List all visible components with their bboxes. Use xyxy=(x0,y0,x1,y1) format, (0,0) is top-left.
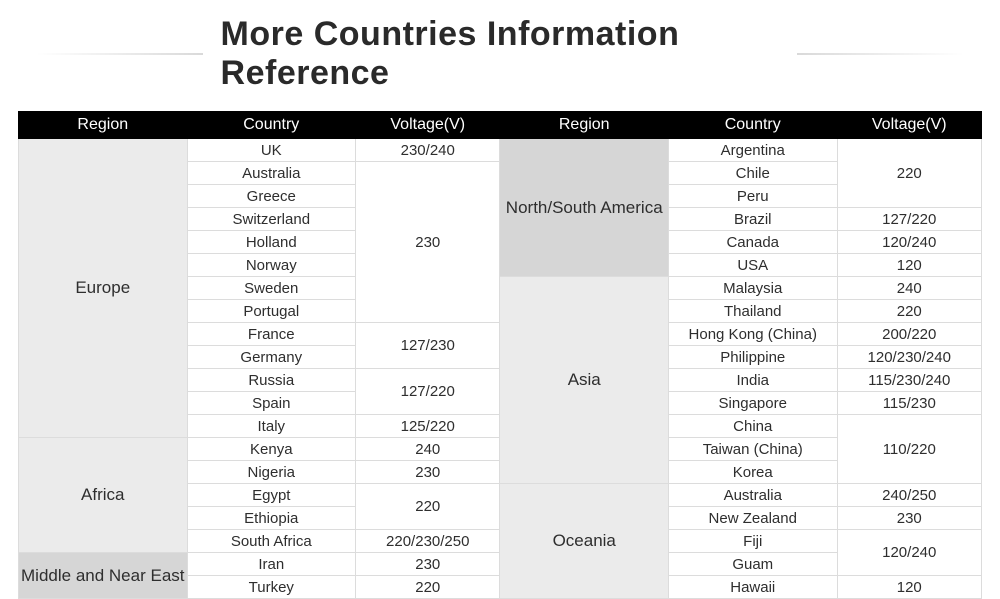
table-cell: Chile xyxy=(668,162,837,185)
table-cell: Germany xyxy=(187,346,356,369)
table-cell: 127/230 xyxy=(356,323,500,369)
table-cell: Oceania xyxy=(500,484,669,599)
table-cell: North/South America xyxy=(500,139,669,277)
table-cell: China xyxy=(668,415,837,438)
table-cell: Switzerland xyxy=(187,208,356,231)
th-voltage-1: Voltage(V) xyxy=(356,112,500,139)
table-cell: Brazil xyxy=(668,208,837,231)
table-cell: New Zealand xyxy=(668,507,837,530)
table-cell: 230/240 xyxy=(356,139,500,162)
th-region-1: Region xyxy=(19,112,188,139)
table-cell: Australia xyxy=(187,162,356,185)
table-cell: Middle and Near East xyxy=(19,553,188,599)
table-cell: 120 xyxy=(837,254,982,277)
table-cell: Greece xyxy=(187,185,356,208)
page-title: More Countries Information Reference xyxy=(221,15,780,93)
table-cell: Portugal xyxy=(187,300,356,323)
table-cell: Fiji xyxy=(668,530,837,553)
table-cell: Nigeria xyxy=(187,461,356,484)
table-cell: 240/250 xyxy=(837,484,982,507)
table-cell: 120 xyxy=(837,576,982,599)
divider-left xyxy=(36,53,203,55)
table-cell: Asia xyxy=(500,277,669,484)
table-cell: Europe xyxy=(19,139,188,438)
table-cell: France xyxy=(187,323,356,346)
table-cell: 240 xyxy=(356,438,500,461)
table-cell: 115/230 xyxy=(837,392,982,415)
table-cell: 120/240 xyxy=(837,231,982,254)
table-body: EuropeUK230/240North/South AmericaArgent… xyxy=(19,139,982,599)
table-cell: 115/230/240 xyxy=(837,369,982,392)
table-cell: Iran xyxy=(187,553,356,576)
title-wrap: More Countries Information Reference xyxy=(18,15,982,93)
table-cell: Hong Kong (China) xyxy=(668,323,837,346)
table-cell: Italy xyxy=(187,415,356,438)
table-cell: Philippine xyxy=(668,346,837,369)
table-cell: Holland xyxy=(187,231,356,254)
th-voltage-2: Voltage(V) xyxy=(837,112,982,139)
table-cell: 120/230/240 xyxy=(837,346,982,369)
table-cell: 200/220 xyxy=(837,323,982,346)
table-cell: Taiwan (China) xyxy=(668,438,837,461)
th-region-2: Region xyxy=(500,112,669,139)
table-cell: Norway xyxy=(187,254,356,277)
table-cell: Korea xyxy=(668,461,837,484)
table-cell: 220 xyxy=(837,300,982,323)
table-cell: India xyxy=(668,369,837,392)
table-cell: USA xyxy=(668,254,837,277)
table-cell: 220 xyxy=(837,139,982,208)
table-cell: Guam xyxy=(668,553,837,576)
table-row: EuropeUK230/240North/South AmericaArgent… xyxy=(19,139,982,162)
table-cell: 230 xyxy=(837,507,982,530)
divider-right xyxy=(797,53,964,55)
table-cell: 120/240 xyxy=(837,530,982,576)
table-cell: 125/220 xyxy=(356,415,500,438)
table-header-row: Region Country Voltage(V) Region Country… xyxy=(19,112,982,139)
table-cell: South Africa xyxy=(187,530,356,553)
table-cell: Singapore xyxy=(668,392,837,415)
table-cell: 230 xyxy=(356,553,500,576)
table-cell: Spain xyxy=(187,392,356,415)
table-cell: Peru xyxy=(668,185,837,208)
table-cell: Kenya xyxy=(187,438,356,461)
table-cell: 240 xyxy=(837,277,982,300)
table-cell: Argentina xyxy=(668,139,837,162)
table-cell: Thailand xyxy=(668,300,837,323)
table-cell: 127/220 xyxy=(837,208,982,231)
table-cell: Sweden xyxy=(187,277,356,300)
table-cell: 127/220 xyxy=(356,369,500,415)
table-cell: Russia xyxy=(187,369,356,392)
table-cell: Africa xyxy=(19,438,188,553)
table-cell: Canada xyxy=(668,231,837,254)
table-cell: Hawaii xyxy=(668,576,837,599)
table-cell: Ethiopia xyxy=(187,507,356,530)
table-cell: Turkey xyxy=(187,576,356,599)
table-cell: 230 xyxy=(356,162,500,323)
table-cell: 110/220 xyxy=(837,415,982,484)
th-country-1: Country xyxy=(187,112,356,139)
table-cell: 220 xyxy=(356,484,500,530)
th-country-2: Country xyxy=(668,112,837,139)
reference-table: Region Country Voltage(V) Region Country… xyxy=(18,111,982,599)
table-cell: 230 xyxy=(356,461,500,484)
table-cell: 220 xyxy=(356,576,500,599)
table-cell: Egypt xyxy=(187,484,356,507)
table-cell: Malaysia xyxy=(668,277,837,300)
table-cell: 220/230/250 xyxy=(356,530,500,553)
table-cell: UK xyxy=(187,139,356,162)
table-cell: Australia xyxy=(668,484,837,507)
